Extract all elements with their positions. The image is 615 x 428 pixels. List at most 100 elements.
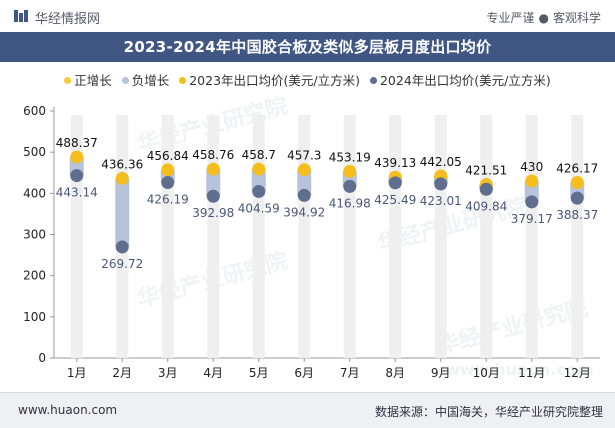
y-tick-label: 600 [23,104,46,118]
data-label-2024: 443.14 [56,186,98,200]
x-tick-label: 2月 [112,366,132,380]
x-tick-label: 11月 [518,366,545,380]
y-axis: 0 100 200 300 400 500 600 [23,104,600,365]
legend-2024-label: 2024年出口均价(美元/立方米) [379,73,551,88]
x-tick-label: 3月 [158,366,178,380]
legend-positive-swatch [64,77,72,84]
slogan-separator: ● [538,11,549,25]
legend-2023-swatch [179,77,187,84]
track-bar [571,115,584,358]
legend-2024-swatch [369,77,377,84]
point-2023 [525,174,539,188]
track-bar [525,115,538,358]
track-bar [434,115,447,358]
data-label-2023: 453.19 [329,150,371,164]
point-2023 [570,176,584,190]
logo-icon [14,10,28,22]
data-label-2023: 456.84 [147,149,189,163]
track-bar [480,115,493,358]
footer-website: www.huaon.com [18,403,118,417]
data-points [70,150,584,254]
data-label-2023: 439.13 [374,156,416,170]
footer: www.huaon.com 数据来源：中国海关，华经产业研究院整理 [0,392,615,428]
y-tick-label: 400 [23,186,46,200]
point-2024 [343,179,357,193]
data-label-2024: 388.37 [556,208,598,222]
point-2023 [206,162,220,176]
x-tick-label: 12月 [564,366,591,380]
data-label-2023: 426.17 [556,162,598,176]
legend-2024: 2024年出口均价(美元/立方米) [369,70,551,89]
data-label-2024: 404.59 [238,201,280,215]
chart-title: 2023-2024年中国胶合板及类似多层板月度出口均价 [0,32,615,62]
chart-area: 华经产业研究院华经产业研究院华经产业研究院华经产业研究院www.huaon.co… [0,92,615,392]
point-2024 [434,177,448,191]
x-tick-label: 5月 [249,366,269,380]
legend-negative-swatch [121,77,129,84]
y-tick-label: 100 [23,310,46,324]
data-label-2024: 425.49 [374,193,416,207]
x-tick-label: 8月 [385,366,405,380]
point-2024 [479,182,493,196]
watermarks: 华经产业研究院华经产业研究院华经产业研究院华经产业研究院www.huaon.co… [135,93,594,379]
point-2023 [161,163,175,177]
data-label-2023: 421.51 [465,163,507,177]
legend-positive: 正增长 [64,70,112,89]
slogan-left: 专业严谨 [486,11,535,25]
data-label-2023: 457.3 [287,149,321,163]
data-label-2023: 488.37 [56,136,98,150]
point-2024 [297,188,311,202]
data-label-2023: 442.05 [420,155,462,169]
x-tick-label: 9月 [431,366,451,380]
negative-change-bar [206,169,221,197]
point-2024 [252,184,266,198]
legend-negative-label: 负增长 [131,73,170,88]
point-2023 [70,150,84,164]
y-tick-label: 300 [23,228,46,242]
legend-negative: 负增长 [121,70,170,89]
point-2023 [343,164,357,178]
data-label-2024: 394.92 [283,205,325,219]
legend-positive-label: 正增长 [74,73,112,88]
x-axis: 1月 2月 3月 4月 5月 6月 7月 8月 9月 10月 11月 12月 [67,358,591,380]
data-label-2024: 409.84 [465,199,507,213]
brand-name: 华经情报网 [35,12,101,27]
data-labels: 488.37 443.14 436.36 269.72 456.84 426.19 458.… [56,136,599,271]
point-2024 [161,176,175,190]
slogan: 专业严谨 ● 客观科学 [486,9,601,26]
data-label-2024: 423.01 [420,194,462,208]
x-tick-label: 4月 [203,366,223,380]
watermark-text: 华经产业研究院 [435,295,590,360]
chart-svg: 华经产业研究院华经产业研究院华经产业研究院华经产业研究院www.huaon.co… [23,93,600,380]
x-tick-label: 10月 [473,366,500,380]
data-label-2023: 436.36 [101,157,143,171]
point-2024 [525,195,539,209]
y-tick-label: 500 [23,145,46,159]
point-2024 [570,191,584,205]
data-label-2023: 458.76 [192,148,234,162]
data-label-2024: 269.72 [101,257,143,271]
y-tick-label: 200 [23,269,46,283]
x-tick-label: 7月 [340,366,360,380]
point-2024 [388,176,402,190]
watermark-url: www.huaon.com [445,360,594,379]
point-2023 [252,162,266,176]
point-2024 [206,189,220,203]
negative-change-bar [115,178,130,247]
legend-2023: 2023年出口均价(美元/立方米) [179,70,360,89]
data-label-2024: 392.98 [192,206,234,220]
data-label-2023: 458.7 [242,148,276,162]
data-label-2024: 426.19 [147,193,189,207]
chart-legend: 正增长 负增长 2023年出口均价(美元/立方米) 2024年出口均价(美元/立… [0,70,615,92]
data-label-2024: 416.98 [329,196,371,210]
top-bar: 华经情报网 专业严谨 ● 客观科学 [0,0,615,32]
point-2023 [115,171,129,185]
point-2023 [297,163,311,177]
point-2024 [70,169,84,183]
legend-2023-label: 2023年出口均价(美元/立方米) [189,73,360,88]
point-2024 [115,240,129,254]
footer-source: 数据来源：中国海关，华经产业研究院整理 [374,405,603,419]
data-label-2024: 379.17 [511,212,553,226]
x-tick-label: 6月 [294,366,314,380]
track-bar [389,115,402,358]
